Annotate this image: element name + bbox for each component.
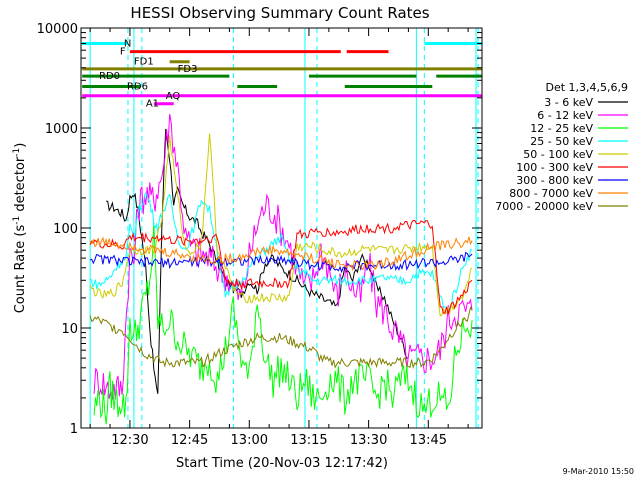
x-tick-label: 13:15 — [290, 433, 327, 448]
legend-title: Det 1,3,4,5,6,9 — [545, 81, 628, 94]
series-line-7 — [89, 236, 473, 272]
y-tick-label: 1 — [70, 422, 78, 437]
y-tick-label: 100 — [53, 222, 78, 237]
y-axis-label-mid: detector — [13, 156, 28, 216]
y-tick-label: 10 — [61, 322, 78, 337]
x-tick-label: 13:45 — [410, 433, 447, 448]
y-axis-label-main: Count Rate (s — [13, 225, 28, 314]
plot-area — [82, 28, 482, 428]
legend-label-3: 25 - 50 keV — [530, 135, 593, 148]
series-line-3 — [89, 192, 473, 310]
x-tick-label: 12:30 — [111, 433, 148, 448]
flag-label-AQ: AQ — [166, 91, 181, 102]
x-tick-label: 13:00 — [231, 433, 268, 448]
legend-label-1: 6 - 12 keV — [537, 109, 593, 122]
series-line-6 — [89, 251, 473, 274]
x-axis-label: Start Time (20-Nov-03 12:17:42) — [176, 456, 388, 471]
x-axis: 12:30 12:45 13:00 13:15 13:30 13:45 — [89, 28, 469, 448]
legend-label-6: 300 - 800 keV — [516, 174, 593, 187]
flag-label-A1: A1 — [146, 99, 159, 110]
y-axis-label-end: ) — [13, 143, 28, 148]
flag-label-N: N — [124, 38, 131, 49]
legend-label-5: 100 - 300 keV — [516, 161, 593, 174]
y-axis-label-sup1: -1 — [12, 216, 22, 225]
series-line-5 — [89, 219, 473, 315]
y-axis-label-sup2: -1 — [12, 148, 22, 157]
footer-timestamp: 9-Mar-2010 15:50 — [563, 467, 634, 476]
series-line-4 — [89, 133, 473, 317]
series-line-0 — [106, 128, 409, 394]
y-axis-label: Count Rate (s-1 detector-1) — [12, 143, 28, 314]
flag-label-RD0: RD0 — [99, 71, 120, 82]
flag-label-FD1: FD1 — [134, 57, 154, 68]
chart-title: HESSI Observing Summary Count Rates — [130, 4, 429, 22]
legend-label-4: 50 - 100 keV — [523, 148, 593, 161]
legend-label-7: 800 - 7000 keV — [509, 187, 593, 200]
y-axis: 1 10 100 1000 10000 — [37, 22, 482, 437]
x-tick-label: 13:30 — [350, 433, 387, 448]
x-tick-label: 12:45 — [171, 433, 208, 448]
flag-label-F: F — [120, 47, 126, 58]
legend-label-8: 7000 - 20000 keV — [495, 200, 593, 213]
flag-label-FD3: FD3 — [178, 64, 198, 75]
y-tick-label: 10000 — [37, 22, 78, 37]
flag-label-RD6: RD6 — [127, 82, 148, 93]
legend-label-0: 3 - 6 keV — [544, 96, 593, 109]
series-line-8 — [89, 305, 473, 370]
legend-label-2: 12 - 25 keV — [530, 122, 593, 135]
y-tick-label: 1000 — [45, 122, 78, 137]
series-line-1 — [93, 113, 473, 400]
